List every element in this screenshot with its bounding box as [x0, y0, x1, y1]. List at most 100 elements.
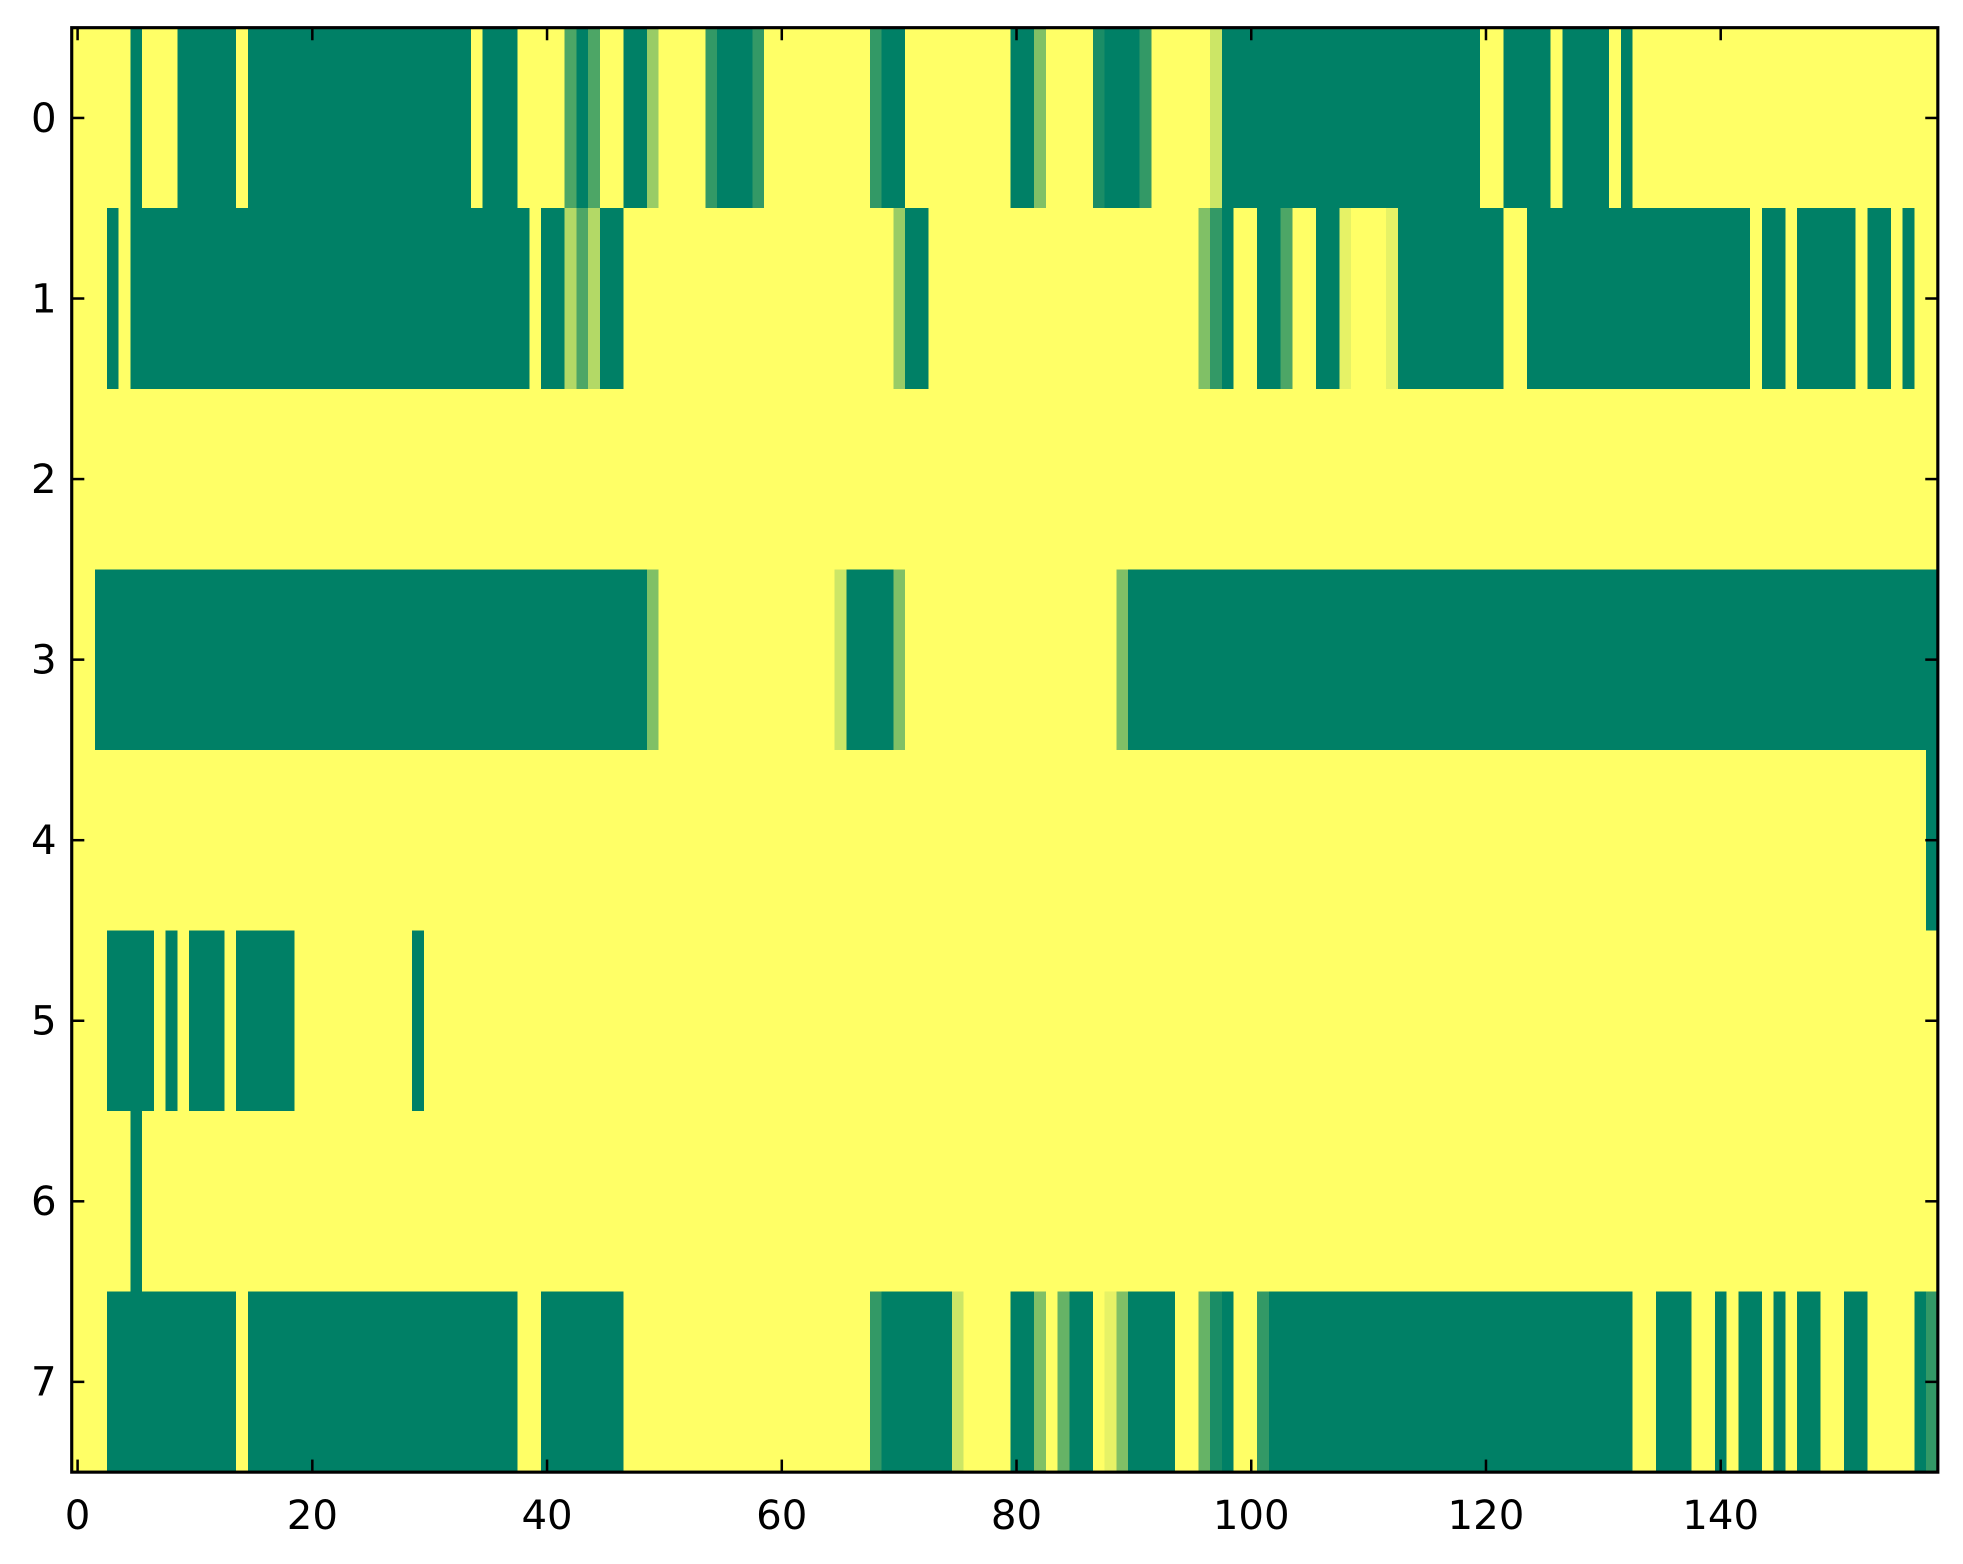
heatmap-cell [1069, 208, 1082, 389]
heatmap-cell [1444, 569, 1458, 750]
heatmap-cell [200, 388, 214, 570]
heatmap-cell [576, 569, 589, 750]
heatmap-cell [1750, 208, 1763, 389]
heatmap-cell [130, 1111, 143, 1292]
heatmap-cell [153, 27, 167, 209]
heatmap-cell [1351, 27, 1364, 209]
heatmap-cell [1609, 1111, 1622, 1292]
heatmap-cell [1843, 1111, 1857, 1292]
heatmap-cell [846, 1111, 859, 1292]
heatmap-cell [236, 388, 249, 570]
heatmap-cell [294, 388, 308, 570]
heatmap-cell [1574, 749, 1587, 931]
heatmap-cell [1351, 1291, 1364, 1473]
heatmap-cell [1374, 1111, 1387, 1292]
heatmap-cell [1174, 27, 1188, 209]
heatmap-cell [705, 1111, 718, 1292]
heatmap-cell [552, 1291, 566, 1473]
heatmap-cell [1726, 1291, 1740, 1473]
heatmap-cell [1339, 388, 1352, 570]
heatmap-cell [728, 27, 742, 209]
heatmap-cell [1574, 569, 1587, 750]
heatmap-cell [646, 569, 660, 750]
heatmap-cell [858, 749, 871, 931]
heatmap-cell [529, 388, 542, 570]
heatmap-cell [1362, 388, 1376, 570]
heatmap-cell [787, 388, 801, 570]
heatmap-cell [799, 569, 812, 750]
heatmap-cell [1116, 27, 1129, 209]
heatmap-cell [1362, 930, 1376, 1112]
heatmap-cell [752, 1111, 765, 1292]
heatmap-cell [740, 749, 754, 931]
heatmap-cell [1761, 1291, 1775, 1473]
heatmap-cell [212, 749, 226, 931]
heatmap-cell [1386, 930, 1399, 1112]
heatmap-cell [1562, 930, 1575, 1112]
heatmap-cell [1691, 749, 1704, 931]
heatmap-cell [905, 749, 918, 931]
heatmap-cell [1210, 27, 1223, 209]
heatmap-cell [1527, 1111, 1540, 1292]
heatmap-cell [1069, 749, 1082, 931]
heatmap-cell [951, 1111, 965, 1292]
heatmap-cell [987, 569, 1000, 750]
heatmap-cell [635, 569, 648, 750]
heatmap-cell [1480, 749, 1493, 931]
heatmap-cell [1022, 388, 1035, 570]
heatmap-cell [1186, 569, 1200, 750]
heatmap-cell [1397, 930, 1411, 1112]
heatmap-cell [1034, 388, 1047, 570]
heatmap-cell [905, 1111, 918, 1292]
heatmap-cell [682, 749, 695, 931]
heatmap-cell [200, 930, 214, 1112]
heatmap-cell [693, 1111, 707, 1292]
heatmap-cell [1386, 749, 1399, 931]
heatmap-cell [318, 388, 331, 570]
heatmap-cell [623, 749, 636, 931]
heatmap-cell [470, 1291, 484, 1473]
heatmap-cell [1351, 1111, 1364, 1292]
heatmap-cell [376, 27, 390, 209]
heatmap-cell [1221, 569, 1235, 750]
heatmap-cell [1022, 930, 1035, 1112]
heatmap-cell [353, 1291, 366, 1473]
heatmap-cell [447, 930, 460, 1112]
heatmap-cell [1785, 388, 1798, 570]
heatmap-cell [869, 208, 883, 389]
heatmap-cell [940, 749, 953, 931]
heatmap-cell [517, 930, 531, 1112]
heatmap-cell [95, 27, 108, 209]
heatmap-cell [682, 1111, 695, 1292]
heatmap-cell [1832, 388, 1845, 570]
heatmap-cell [658, 208, 672, 389]
heatmap-cell [83, 1111, 96, 1292]
heatmap-cell [505, 930, 519, 1112]
heatmap-cell [1327, 569, 1341, 750]
heatmap-cell [200, 1291, 214, 1473]
heatmap-cell [1280, 1291, 1294, 1473]
y-tick-label: 6 [31, 1179, 57, 1225]
heatmap-cell [306, 1291, 319, 1473]
heatmap-cell [1738, 569, 1751, 750]
heatmap-cell [189, 930, 202, 1112]
heatmap-cell [1773, 569, 1787, 750]
heatmap-cell [1433, 749, 1446, 931]
heatmap-cell [1679, 930, 1693, 1112]
heatmap-cell [329, 749, 343, 931]
heatmap-cell [670, 1291, 683, 1473]
heatmap-cell [775, 27, 789, 209]
heatmap-cell [1174, 1111, 1188, 1292]
heatmap-cell [1527, 208, 1540, 389]
heatmap-cell [1292, 388, 1305, 570]
heatmap-cell [1491, 930, 1505, 1112]
heatmap-cell [412, 569, 425, 750]
heatmap-cell [1667, 749, 1681, 931]
heatmap-cell [846, 27, 859, 209]
heatmap-cell [1315, 1291, 1329, 1473]
heatmap-cell [611, 27, 625, 209]
heatmap-cell [1081, 569, 1094, 750]
heatmap-cell [1057, 388, 1071, 570]
heatmap-cell [200, 749, 214, 931]
heatmap-cell [95, 930, 108, 1112]
